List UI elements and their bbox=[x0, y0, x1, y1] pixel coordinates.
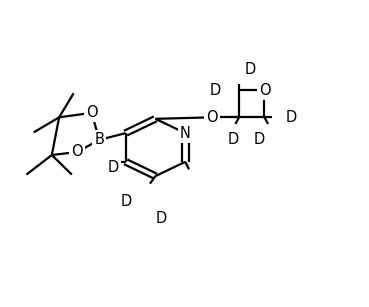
Text: O: O bbox=[259, 83, 270, 98]
Text: D: D bbox=[155, 211, 166, 226]
Text: O: O bbox=[72, 145, 83, 160]
Text: D: D bbox=[254, 132, 265, 147]
Text: D: D bbox=[228, 132, 239, 147]
Text: D: D bbox=[210, 83, 221, 98]
Text: D: D bbox=[244, 62, 256, 76]
Text: B: B bbox=[94, 132, 104, 147]
Text: O: O bbox=[86, 105, 98, 120]
Text: D: D bbox=[286, 110, 297, 125]
Text: D: D bbox=[121, 194, 132, 209]
Text: D: D bbox=[108, 160, 119, 175]
Text: N: N bbox=[180, 126, 191, 141]
Text: O: O bbox=[206, 110, 218, 125]
